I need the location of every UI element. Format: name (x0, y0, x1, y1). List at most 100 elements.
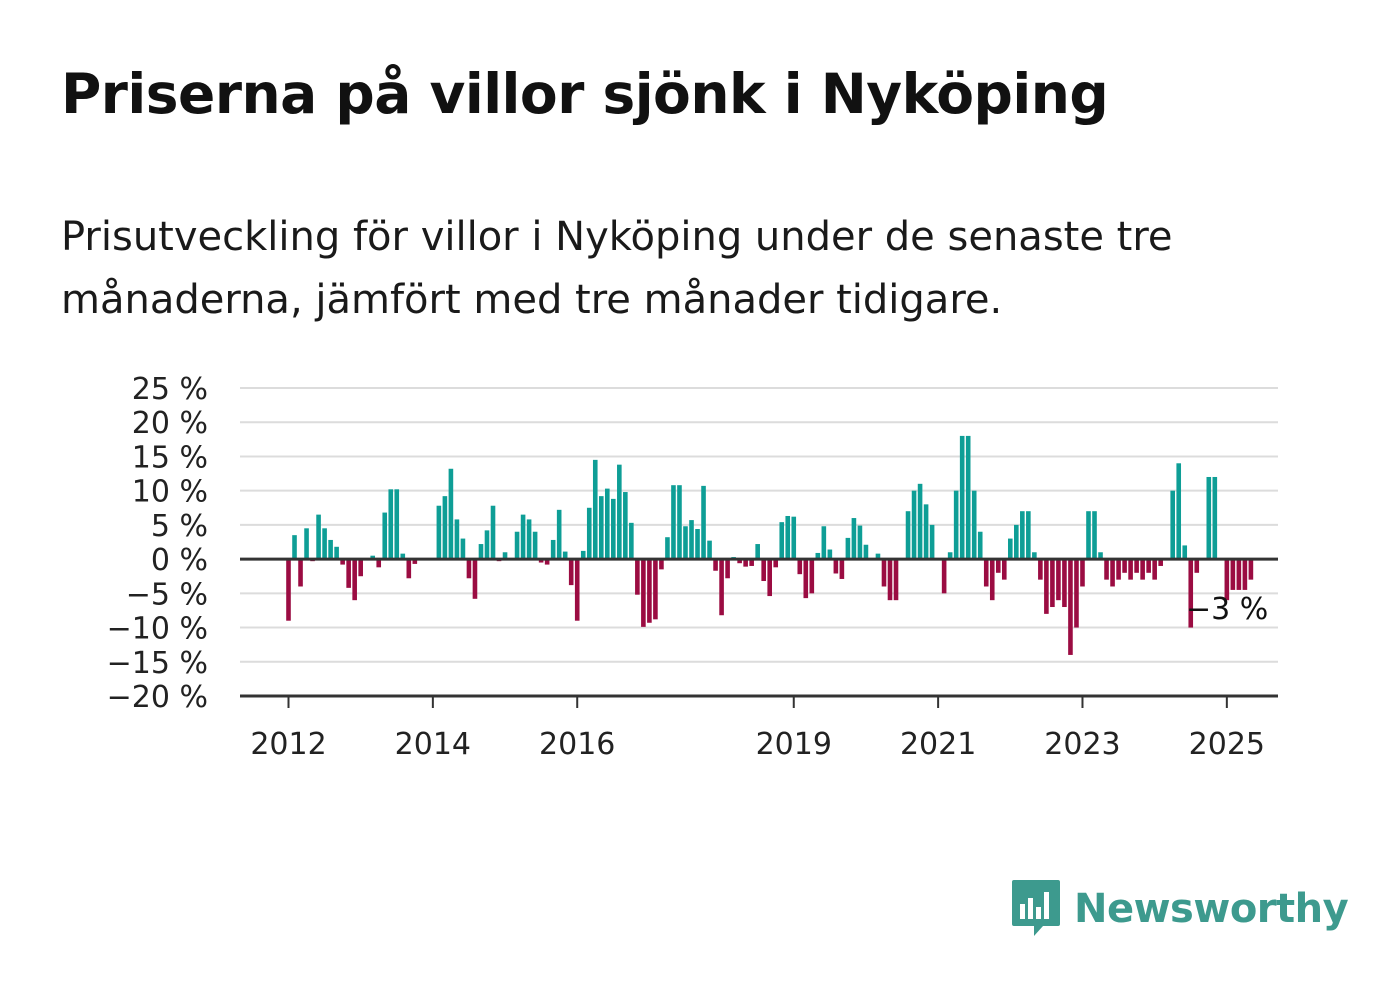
y-tick-label: −5 % (126, 577, 208, 612)
bar (767, 559, 772, 597)
bar (683, 526, 688, 560)
bar (562, 551, 568, 560)
bar (1008, 538, 1013, 560)
bar (406, 559, 412, 579)
bar (1104, 559, 1109, 580)
bar (1188, 559, 1194, 628)
bar (1152, 559, 1157, 580)
bar (514, 531, 520, 560)
bar (1001, 559, 1007, 580)
chart-axes (240, 557, 1278, 708)
bar (791, 516, 797, 560)
bar (1140, 559, 1145, 580)
bar (304, 528, 309, 560)
bar (466, 559, 472, 579)
bar (785, 515, 791, 560)
bar (659, 559, 664, 570)
bar (484, 530, 490, 560)
bar (959, 435, 965, 560)
bar (749, 559, 754, 566)
bar (881, 559, 887, 587)
newsworthy-chart-bubble-icon (1012, 880, 1060, 936)
bar (1134, 559, 1139, 573)
bar (755, 544, 760, 560)
bar (947, 552, 953, 560)
bar (1038, 559, 1043, 580)
bar (358, 559, 363, 577)
bar (574, 559, 580, 621)
bar (394, 489, 400, 560)
bar (376, 559, 382, 568)
bar (490, 505, 496, 560)
bar (1128, 559, 1133, 580)
bar (436, 505, 442, 560)
bar (815, 552, 821, 560)
bar (1230, 559, 1236, 590)
x-tick-label: 2014 (395, 727, 471, 762)
bar (689, 520, 694, 560)
bar (286, 559, 291, 621)
bar (442, 496, 448, 560)
bar (1116, 559, 1121, 580)
bar (598, 496, 604, 560)
bar (1206, 476, 1212, 560)
bar (857, 525, 863, 560)
bar (647, 559, 652, 623)
x-tick-label: 2023 (1044, 727, 1120, 762)
bar (911, 490, 917, 560)
bar (1110, 559, 1115, 587)
x-tick-label: 2016 (539, 727, 615, 762)
bar (863, 544, 869, 560)
bar (1056, 559, 1061, 601)
bar (617, 464, 622, 560)
bar (460, 538, 466, 560)
bar (544, 559, 550, 565)
bar (322, 528, 327, 560)
bar (550, 539, 556, 560)
bar (971, 490, 977, 560)
bar (953, 490, 959, 560)
bar (478, 544, 484, 560)
bar (1248, 559, 1254, 580)
bar (448, 468, 454, 560)
bar (1050, 559, 1055, 608)
bar (454, 519, 460, 560)
bar (1224, 559, 1230, 601)
bar (761, 559, 766, 582)
bar (298, 559, 303, 587)
bar (292, 535, 297, 560)
bar (556, 509, 562, 560)
bar (977, 531, 983, 560)
bar (400, 553, 406, 560)
bar (917, 483, 923, 560)
y-tick-label: −10 % (107, 612, 208, 647)
bar (1122, 559, 1127, 573)
bar (797, 559, 803, 575)
bar (388, 489, 394, 560)
bar (472, 559, 478, 599)
bar (989, 559, 995, 601)
bar (502, 552, 508, 560)
bar (1044, 559, 1049, 614)
bar (586, 507, 592, 560)
bar (725, 559, 730, 579)
y-tick-label: −15 % (107, 646, 208, 681)
bar (905, 511, 911, 560)
bar (809, 559, 815, 594)
bar (671, 485, 676, 560)
bar (893, 559, 899, 601)
bar (719, 559, 724, 616)
bar (1182, 545, 1188, 560)
bar (328, 539, 333, 560)
bar (821, 526, 827, 560)
y-axis-tick-labels: 25 %20 %15 %10 %5 %0 %−5 %−10 %−15 %−20 … (107, 372, 208, 715)
bar (1176, 463, 1182, 560)
x-tick-label: 2025 (1189, 727, 1265, 762)
bar (1170, 490, 1176, 560)
bar (845, 537, 851, 560)
x-axis-tick-labels: 2012 2014 2016 2019 2021 2023 2025 (250, 727, 1265, 762)
bar (875, 553, 881, 560)
bar (1146, 559, 1151, 573)
chart-subtitle: Prisutveckling för villor i Nyköping und… (61, 214, 1173, 323)
